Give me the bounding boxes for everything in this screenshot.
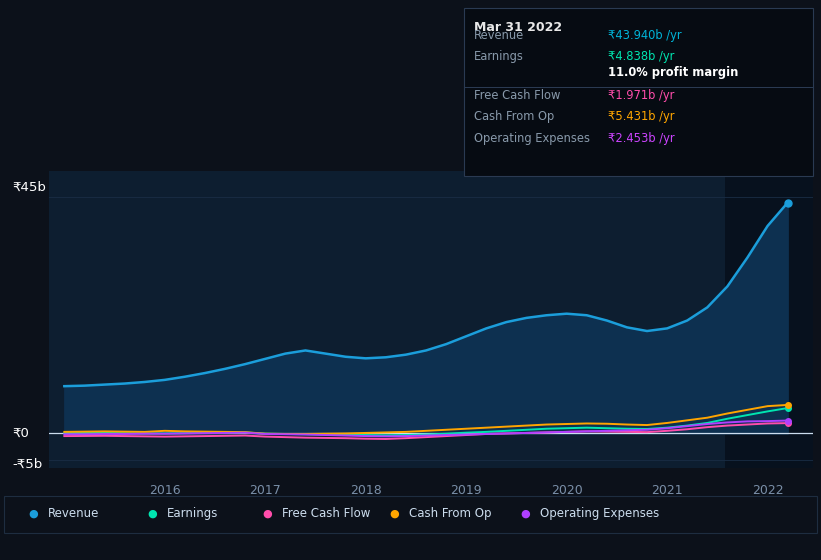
Text: 2021: 2021 [651, 484, 683, 497]
Text: Operating Expenses: Operating Expenses [540, 507, 659, 520]
Text: 2016: 2016 [149, 484, 181, 497]
Text: Operating Expenses: Operating Expenses [474, 132, 589, 144]
Text: 11.0% profit margin: 11.0% profit margin [608, 66, 738, 78]
Text: ●: ● [28, 508, 38, 519]
Bar [726, 171, 813, 468]
Text: -₹5b: -₹5b [12, 458, 43, 471]
Text: Revenue: Revenue [474, 29, 524, 41]
Text: Cash From Op: Cash From Op [409, 507, 491, 520]
Text: Earnings: Earnings [167, 507, 218, 520]
Text: ●: ● [262, 508, 272, 519]
Text: ●: ● [521, 508, 530, 519]
Text: ●: ● [147, 508, 157, 519]
Text: 2018: 2018 [350, 484, 382, 497]
Text: 2017: 2017 [250, 484, 281, 497]
Text: Revenue: Revenue [48, 507, 99, 520]
Text: Earnings: Earnings [474, 50, 524, 63]
Text: 2020: 2020 [551, 484, 583, 497]
Text: 2022: 2022 [752, 484, 783, 497]
Text: Mar 31 2022: Mar 31 2022 [474, 21, 562, 34]
Text: ₹2.453b /yr: ₹2.453b /yr [608, 132, 674, 144]
Text: Cash From Op: Cash From Op [474, 110, 554, 123]
Text: Free Cash Flow: Free Cash Flow [474, 89, 560, 102]
Text: ●: ● [389, 508, 399, 519]
Text: ₹4.838b /yr: ₹4.838b /yr [608, 50, 674, 63]
Text: 2019: 2019 [451, 484, 482, 497]
Text: Free Cash Flow: Free Cash Flow [282, 507, 370, 520]
Text: ₹45b: ₹45b [12, 181, 46, 194]
Text: ₹1.971b /yr: ₹1.971b /yr [608, 89, 674, 102]
Text: ₹43.940b /yr: ₹43.940b /yr [608, 29, 681, 41]
Text: ₹5.431b /yr: ₹5.431b /yr [608, 110, 674, 123]
Text: ₹0: ₹0 [12, 427, 30, 440]
